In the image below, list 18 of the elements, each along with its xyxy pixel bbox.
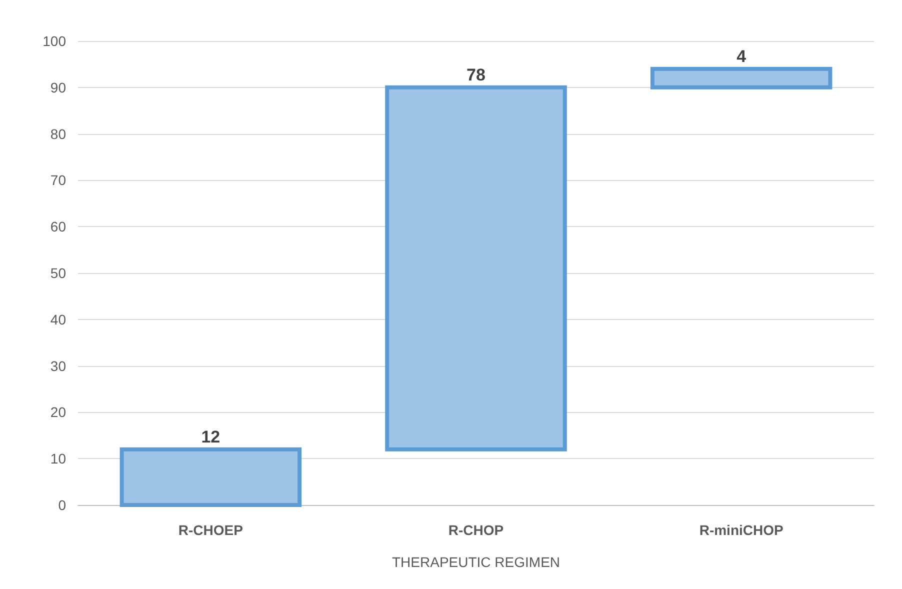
y-tick-label: 60 xyxy=(50,218,66,235)
data-label: 4 xyxy=(736,46,747,66)
data-label: 78 xyxy=(466,65,486,84)
data-label: 12 xyxy=(201,427,220,446)
y-tick-label: 90 xyxy=(50,79,66,96)
y-tick-label: 80 xyxy=(50,126,66,142)
y-tick-label: 40 xyxy=(50,311,66,328)
x-tick-label: R-miniCHOP xyxy=(699,522,784,538)
x-tick-label: R-CHOEP xyxy=(178,522,243,538)
x-tick-label: R-CHOP xyxy=(448,522,504,538)
y-tick-label: 0 xyxy=(58,497,66,513)
y-tick-label: 20 xyxy=(50,404,66,420)
y-tick-label: 70 xyxy=(50,172,66,188)
y-tick-label: 30 xyxy=(50,358,66,374)
y-tick-label: 50 xyxy=(50,265,66,281)
x-axis-title: THERAPEUTIC REGIMEN xyxy=(392,554,560,570)
y-tick-label: 10 xyxy=(50,450,66,467)
y-tick-label: 100 xyxy=(42,33,66,49)
